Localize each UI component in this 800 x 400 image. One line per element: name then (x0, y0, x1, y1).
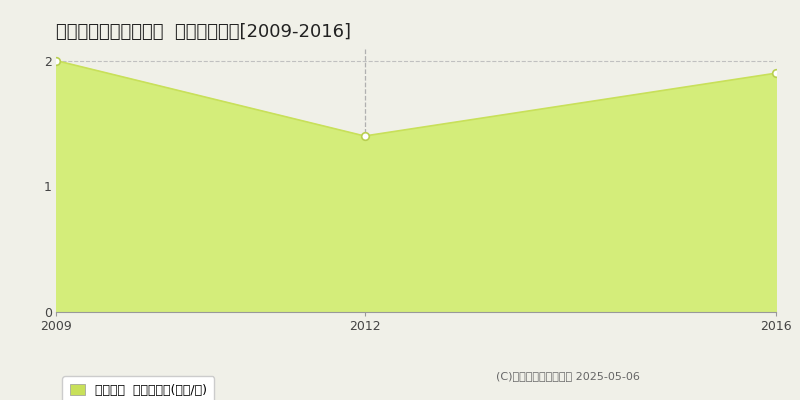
Point (770, 70, 782, 76)
Point (358, 133, 371, 139)
Text: 中新川郡立山町東大森  土地価格推移[2009-2016]: 中新川郡立山町東大森 土地価格推移[2009-2016] (56, 23, 351, 41)
Point (50, 57, 62, 64)
Text: (C)土地価格ドットコム 2025-05-06: (C)土地価格ドットコム 2025-05-06 (496, 371, 640, 381)
Legend: 土地価格  平均坪単価(万円/坪): 土地価格 平均坪単価(万円/坪) (62, 376, 214, 400)
